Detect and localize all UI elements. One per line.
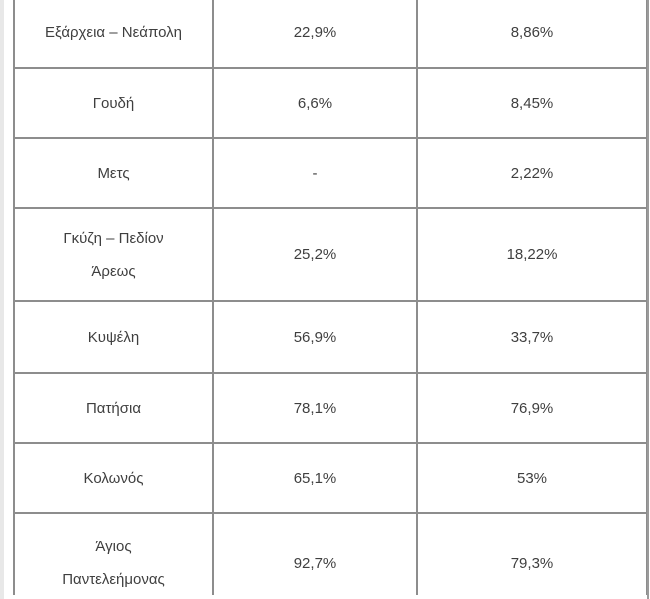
value-2-cell: 33,7% — [416, 300, 647, 374]
area-name-cell: Μετς — [13, 137, 214, 209]
right-edge-strip — [647, 0, 649, 599]
area-name-cell: Εξάρχεια – Νεάπολη — [13, 0, 214, 69]
table-viewport: Εξάρχεια – Νεάπολη 22,9% 8,86% Γουδή 6,6… — [13, 0, 647, 595]
table-row: Γκύζη – Πεδίον Άρεως 25,2% 18,22% — [13, 207, 647, 302]
area-name-cell: Πατήσια — [13, 372, 214, 444]
table-row: Κολωνός 65,1% 53% — [13, 442, 647, 514]
area-name-cell: Άγιος Παντελεήμονας — [13, 512, 214, 595]
table-row: Κυψέλη 56,9% 33,7% — [13, 300, 647, 374]
area-name-cell: Κολωνός — [13, 442, 214, 514]
value-2-cell: 8,86% — [416, 0, 647, 69]
value-1-cell: 6,6% — [212, 67, 418, 139]
value-1-cell: 56,9% — [212, 300, 418, 374]
value-1-cell: 78,1% — [212, 372, 418, 444]
table-row: Άγιος Παντελεήμονας 92,7% 79,3% — [13, 512, 647, 595]
table-row: Πατήσια 78,1% 76,9% — [13, 372, 647, 444]
left-edge-strip — [0, 0, 4, 599]
value-2-cell: 8,45% — [416, 67, 647, 139]
area-name-cell: Γουδή — [13, 67, 214, 139]
value-1-cell: 92,7% — [212, 512, 418, 595]
value-1-cell: - — [212, 137, 418, 209]
value-1-cell: 25,2% — [212, 207, 418, 302]
value-1-cell: 22,9% — [212, 0, 418, 69]
value-2-cell: 79,3% — [416, 512, 647, 595]
value-2-cell: 76,9% — [416, 372, 647, 444]
value-2-cell: 18,22% — [416, 207, 647, 302]
table-row: Μετς - 2,22% — [13, 137, 647, 209]
table-row: Εξάρχεια – Νεάπολη 22,9% 8,86% — [13, 0, 647, 69]
value-2-cell: 2,22% — [416, 137, 647, 209]
area-name-cell: Γκύζη – Πεδίον Άρεως — [13, 207, 214, 302]
table-row: Γουδή 6,6% 8,45% — [13, 67, 647, 139]
value-2-cell: 53% — [416, 442, 647, 514]
value-1-cell: 65,1% — [212, 442, 418, 514]
area-name-cell: Κυψέλη — [13, 300, 214, 374]
neighborhood-percentages-table: Εξάρχεια – Νεάπολη 22,9% 8,86% Γουδή 6,6… — [13, 0, 647, 595]
